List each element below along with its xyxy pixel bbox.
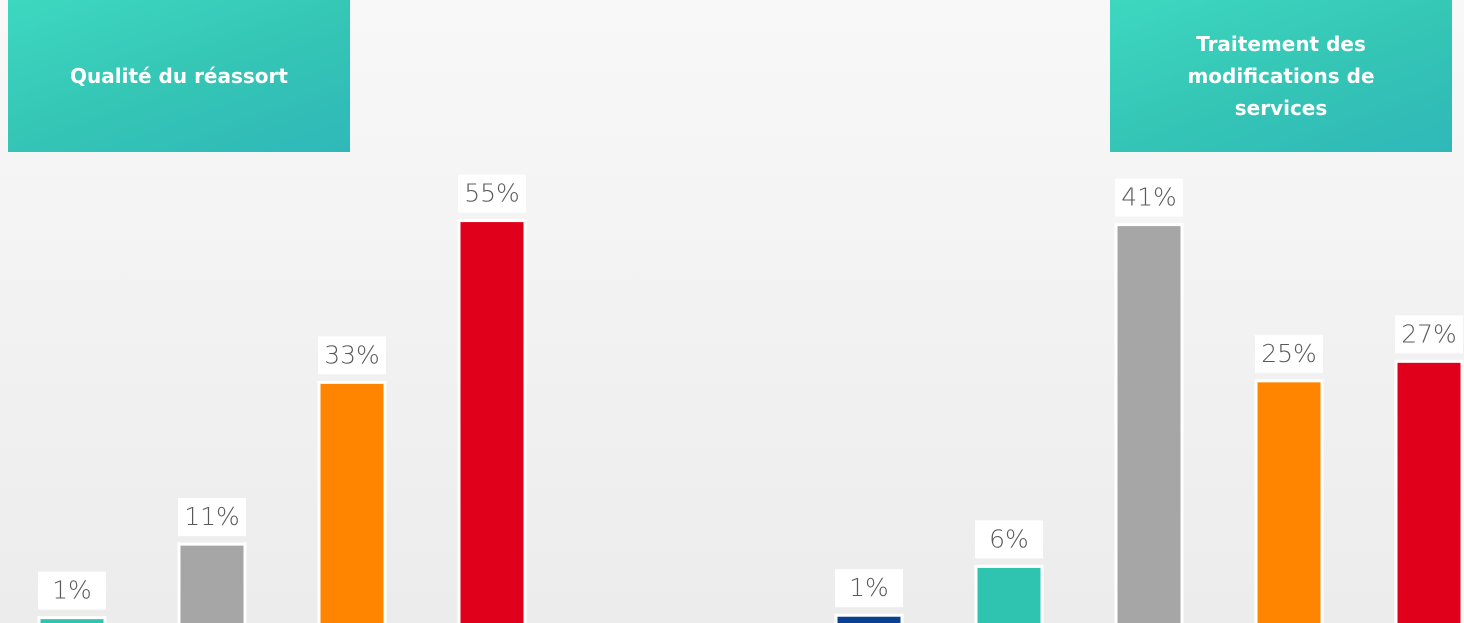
label-box (1255, 334, 1323, 373)
bar (37, 616, 107, 623)
data-label: 1% (52, 576, 92, 605)
data-label: 11% (184, 502, 240, 531)
label-box (835, 569, 903, 608)
bar (1254, 379, 1324, 623)
data-label: 41% (1121, 183, 1177, 212)
bar (317, 380, 387, 623)
bar (1394, 359, 1464, 623)
label-box (178, 498, 246, 537)
label-box (1395, 315, 1463, 354)
data-label: 27% (1401, 319, 1457, 348)
bar (177, 542, 247, 623)
bar (457, 219, 527, 623)
chart-title: Traitement des modifications de services (1110, 0, 1452, 152)
data-label: 6% (989, 524, 1029, 553)
data-label: 25% (1261, 339, 1317, 368)
label-box (38, 571, 106, 610)
data-label: 1% (849, 573, 889, 602)
label-box (318, 336, 386, 375)
label-box (975, 520, 1043, 559)
chart-title: Qualité du réassort (8, 0, 350, 152)
label-box (458, 174, 526, 213)
bar (1114, 223, 1184, 623)
data-label: 55% (464, 179, 520, 208)
data-label: 33% (324, 340, 380, 369)
bar (834, 613, 904, 623)
bar (974, 564, 1044, 623)
label-box (1115, 178, 1183, 217)
